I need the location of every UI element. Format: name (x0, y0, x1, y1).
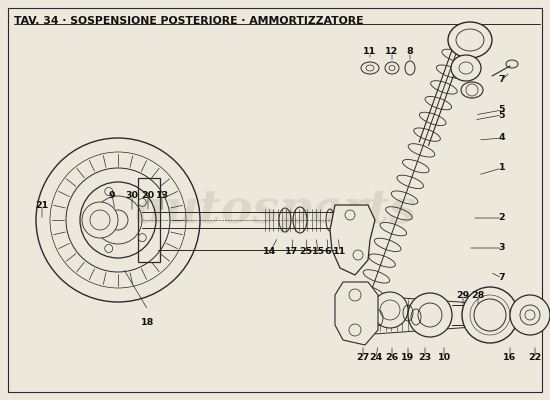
Text: 22: 22 (529, 354, 542, 362)
Polygon shape (335, 282, 378, 345)
Text: 26: 26 (386, 354, 399, 362)
Text: autosparts: autosparts (134, 187, 416, 233)
Text: 11: 11 (333, 248, 346, 256)
Text: 12: 12 (386, 48, 399, 56)
Text: 4: 4 (499, 134, 505, 142)
Text: 19: 19 (402, 354, 415, 362)
Circle shape (372, 292, 408, 328)
Text: 8: 8 (406, 48, 414, 56)
Text: 21: 21 (35, 200, 48, 210)
Text: 15: 15 (311, 248, 324, 256)
Text: 11: 11 (364, 48, 377, 56)
Text: 2: 2 (499, 214, 505, 222)
Text: 14: 14 (263, 248, 277, 256)
Polygon shape (330, 205, 375, 275)
Text: 10: 10 (437, 354, 450, 362)
Circle shape (462, 287, 518, 343)
Text: 27: 27 (356, 354, 370, 362)
Ellipse shape (461, 82, 483, 98)
Text: 9: 9 (109, 190, 116, 200)
Text: TAV. 34 · SOSPENSIONE POSTERIORE · AMMORTIZZATORE: TAV. 34 · SOSPENSIONE POSTERIORE · AMMOR… (14, 16, 364, 26)
Text: 5: 5 (499, 106, 505, 114)
Bar (138, 178, 160, 262)
Text: 30: 30 (125, 190, 139, 200)
Text: 16: 16 (503, 354, 516, 362)
Text: 29: 29 (456, 290, 470, 300)
Circle shape (510, 295, 550, 335)
Text: 24: 24 (370, 354, 383, 362)
Text: 13: 13 (156, 190, 168, 200)
Text: 7: 7 (499, 76, 505, 84)
Ellipse shape (448, 22, 492, 58)
Text: 17: 17 (285, 248, 299, 256)
Text: 25: 25 (299, 248, 312, 256)
Text: 18: 18 (141, 318, 155, 327)
Text: 6: 6 (324, 248, 331, 256)
Text: 3: 3 (499, 244, 505, 252)
Circle shape (408, 293, 452, 337)
Text: 1: 1 (499, 164, 505, 172)
Circle shape (352, 294, 384, 326)
Text: 5: 5 (499, 110, 505, 120)
Text: 7: 7 (499, 274, 505, 282)
Ellipse shape (451, 55, 481, 81)
Text: 23: 23 (419, 354, 432, 362)
Circle shape (82, 202, 118, 238)
Text: 28: 28 (471, 290, 485, 300)
Text: 20: 20 (141, 190, 155, 200)
